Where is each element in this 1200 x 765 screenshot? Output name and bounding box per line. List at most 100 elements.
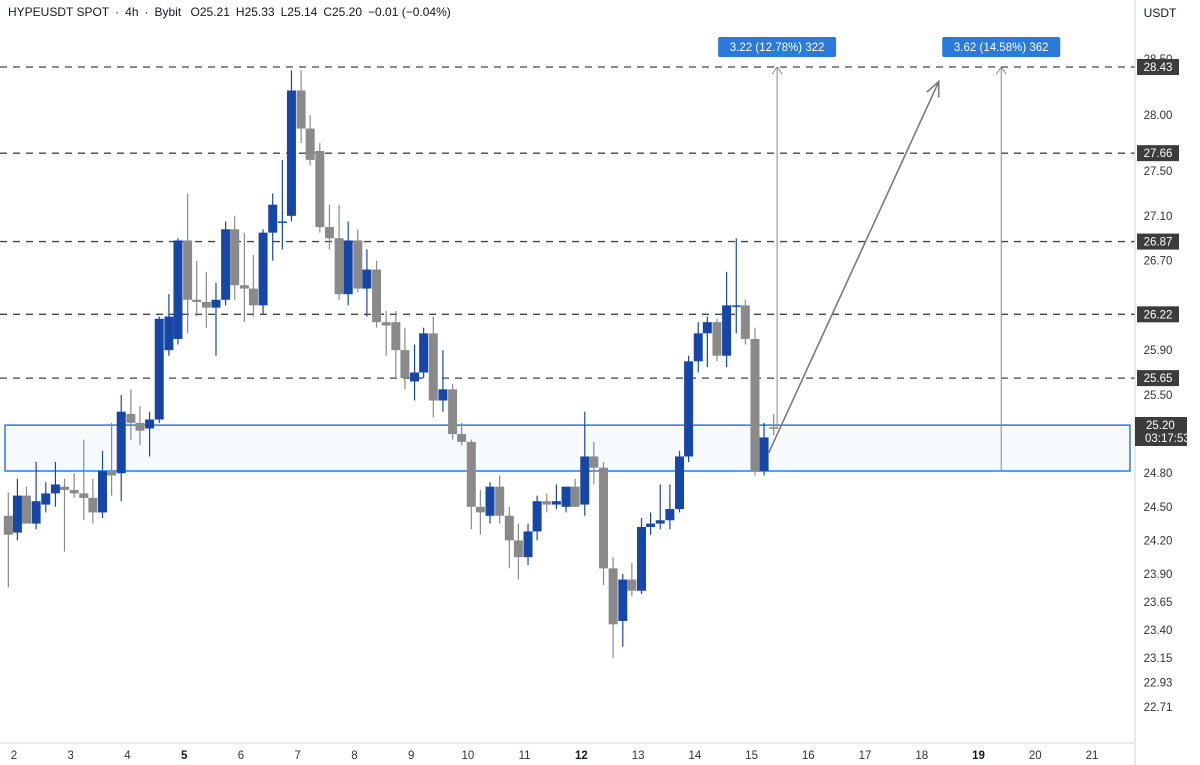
time-axis-labels: 2 3 4 5 6 7 8 9 10 11 12 13 14 15 16 17 18 19 20 21: [11, 750, 1099, 762]
candle-body: [637, 526, 647, 591]
symbol-header[interactable]: HYPEUSDT SPOT · 4h · Bybit O25.21 H25.33 L25.1…: [8, 5, 457, 19]
candle-body: [201, 302, 211, 308]
candle-body: [448, 389, 458, 435]
candle-body: [41, 493, 51, 505]
candle-body: [542, 501, 552, 505]
candle-body: [475, 506, 485, 513]
candle-body: [589, 456, 599, 468]
level-label: 28.43: [1144, 62, 1173, 74]
measure-label-box: [942, 37, 1061, 57]
candle-body: [248, 288, 258, 306]
currency-label: USDT: [1144, 6, 1177, 20]
candle-body: [561, 486, 571, 507]
zone-rectangle: [4, 424, 1131, 472]
candle-body: [59, 486, 69, 491]
candle-body: [391, 322, 401, 351]
date-label: 18: [915, 750, 928, 762]
projection-arrowhead: [926, 79, 940, 98]
candle-body: [495, 486, 505, 516]
candle-body: [759, 437, 769, 471]
candle-body: [740, 305, 750, 339]
candles: [3, 70, 779, 658]
date-label: 12: [575, 750, 588, 762]
candle-body: [353, 240, 363, 289]
level-label-box: [1137, 145, 1179, 162]
support-zone: [4, 424, 1131, 472]
candle-body: [296, 90, 306, 129]
date-label: 6: [238, 750, 244, 762]
symbol-name: HYPEUSDT SPOT: [8, 5, 110, 19]
price-tick: 24.80: [1144, 468, 1173, 480]
candle-body: [551, 501, 561, 505]
candle-body: [98, 471, 108, 513]
level-label: 26.87: [1144, 237, 1173, 249]
date-label: 11: [519, 750, 531, 762]
candle-body: [722, 305, 732, 356]
price-tick: 22.71: [1144, 702, 1173, 714]
date-label: 15: [745, 750, 758, 762]
level-label-box: [1137, 370, 1179, 387]
date-label: 7: [294, 750, 300, 762]
candle-body: [268, 204, 278, 233]
candle-body: [324, 227, 334, 239]
ohlc-close: C25.20: [323, 5, 363, 19]
price-tick: 23.15: [1144, 653, 1173, 665]
bar-countdown: 03:17:53: [1145, 433, 1190, 445]
candle-body: [580, 456, 590, 505]
candle-body: [315, 150, 325, 228]
candle-body: [731, 305, 741, 307]
candle-body: [21, 495, 31, 524]
candle-body: [372, 269, 382, 323]
candle-body: [135, 422, 145, 431]
price-range-measurements: 3.22 (12.78%) 322 3.62 (14.58%) 362: [718, 37, 1061, 471]
date-label: 4: [124, 750, 131, 762]
price-tick: 23.90: [1144, 569, 1173, 581]
price-tick: 24.20: [1144, 535, 1173, 547]
candle-body: [438, 389, 448, 401]
level-label-box: [1137, 233, 1179, 250]
candle-body: [305, 128, 315, 160]
candle-body: [532, 501, 542, 532]
candle-body: [769, 427, 779, 429]
candle-body: [88, 497, 98, 513]
candle-body: [211, 299, 221, 308]
candle-body: [712, 322, 722, 356]
date-label: 19: [972, 750, 985, 762]
ohlc-open: O25.21: [190, 5, 230, 19]
price-tick: 25.90: [1144, 345, 1173, 357]
date-label: 21: [1086, 750, 1099, 762]
level-label: 27.66: [1144, 148, 1173, 160]
candle-body: [334, 238, 344, 295]
measure-label: 3.62 (14.58%) 362: [954, 42, 1049, 54]
price-tick: 26.70: [1144, 256, 1173, 268]
candle-body: [466, 441, 476, 507]
price-tick: 22.93: [1144, 678, 1173, 690]
date-label: 16: [802, 750, 815, 762]
candle-body: [107, 471, 117, 476]
measure-arrowhead: [995, 66, 1007, 75]
price-change: −0.01 (−0.04%): [368, 5, 451, 19]
candle-body: [126, 413, 136, 423]
level-price-labels: 28.43 27.66 26.87 26.22 25.65: [1137, 59, 1179, 387]
date-label: 8: [351, 750, 357, 762]
candle-body: [523, 531, 533, 558]
candle-body: [286, 90, 296, 216]
measure-label: 3.22 (12.78%) 322: [730, 42, 825, 54]
interval: 4h: [125, 5, 139, 19]
price-tick: 24.50: [1144, 502, 1173, 514]
projection-line: [767, 81, 940, 454]
candle-body: [684, 361, 694, 457]
candle-body: [31, 501, 41, 524]
candle-body: [258, 232, 268, 306]
candle-body: [750, 338, 760, 471]
candle-body: [646, 523, 656, 527]
date-label: 3: [68, 750, 74, 762]
price-tick: 27.50: [1144, 166, 1173, 178]
candle-body: [192, 299, 202, 303]
candle-body: [381, 322, 391, 326]
candle-body: [627, 579, 637, 591]
price-tick: 25.50: [1144, 390, 1173, 402]
candle-body: [675, 456, 685, 510]
